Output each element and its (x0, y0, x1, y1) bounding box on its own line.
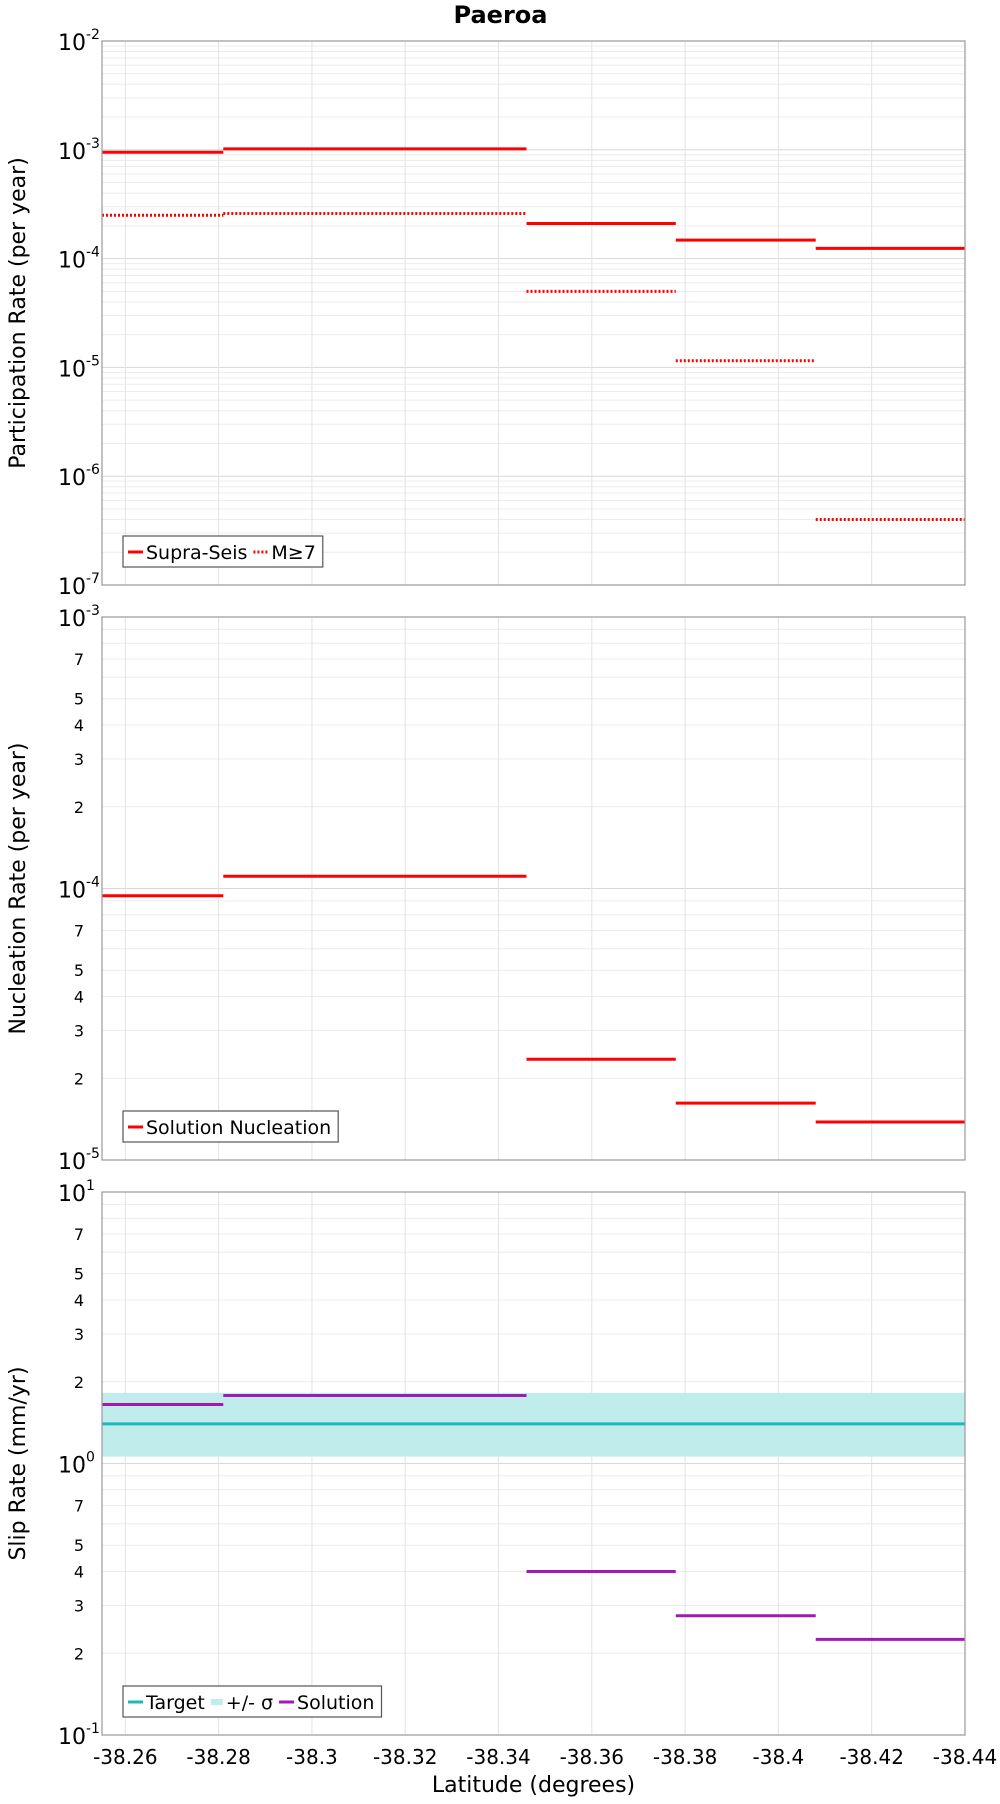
plot-area (102, 41, 965, 585)
y-minor-tick-label: 3 (74, 750, 84, 769)
legend-box (122, 535, 324, 568)
panel-participation: 10-2 10-3 10-4 10-5 10-6 10-7 Participation Ra… (6, 1, 966, 600)
legend-label: Target (145, 1692, 205, 1714)
y-minor-tick-label: 3 (74, 1596, 84, 1615)
y-minor-tick-label: 4 (74, 1563, 84, 1582)
y-minor-tick-label: 2 (74, 1069, 84, 1088)
legend-label: Supra-Seis (146, 542, 247, 564)
legend-label: Solution Nucleation (146, 1117, 331, 1139)
legend-label: Solution (297, 1692, 374, 1714)
x-tick-label: -38.3 (286, 1745, 338, 1769)
y-tick-label: 10-4 (58, 875, 100, 904)
x-tick-label: -38.4 (753, 1745, 805, 1769)
series-solution (102, 1394, 965, 1641)
y-tick-label: 10-3 (58, 136, 100, 165)
series-supra-seis (102, 147, 965, 250)
x-axis-label: Latitude (degrees) (432, 1773, 635, 1798)
y-tick-label: 10-1 (58, 1721, 100, 1750)
plot-frame (101, 616, 966, 1161)
x-tick-label: -38.26 (93, 1745, 157, 1769)
y-minor-tick-label: 5 (74, 1265, 84, 1284)
x-tick-label: -38.32 (373, 1745, 437, 1769)
x-tick-label: -38.42 (839, 1745, 903, 1769)
series-solution-nucleation (102, 874, 965, 1124)
y-minor-tick-label: 2 (74, 1644, 84, 1663)
y-minor-tick-label: 2 (74, 1373, 84, 1392)
y-minor-tick-label: 4 (74, 988, 84, 1007)
y-tick-label: 100 (58, 1450, 95, 1479)
panel-nucleation: 10-3 10-4 10-5 7 5 4 3 2 7 5 4 3 2 Nucleation Rate (p… (6, 603, 966, 1175)
legend-box (122, 1110, 339, 1143)
y-tick-label: 10-5 (58, 1146, 100, 1175)
y-minor-tick-label: 3 (74, 1325, 84, 1344)
y-minor-tick-label: 5 (74, 1536, 84, 1555)
y-minor-tick-label: 2 (74, 798, 84, 817)
plot-frame (101, 1191, 966, 1736)
x-tick-label: -38.38 (653, 1745, 717, 1769)
y-axis-label: Participation Rate (per year) (6, 157, 31, 469)
y-minor-tick-label: 7 (74, 922, 84, 941)
y-axis-label: Slip Rate (mm/yr) (6, 1366, 31, 1560)
legend-label: M≥7 (271, 542, 315, 564)
legend-label: +/- σ (226, 1692, 273, 1714)
y-minor-tick-label: 7 (74, 1497, 84, 1516)
y-minor-tick-label: 5 (74, 690, 84, 709)
y-minor-tick-label: 5 (74, 961, 84, 980)
y-minor-tick-label: 4 (74, 716, 84, 735)
y-tick-label: 10-4 (58, 245, 100, 274)
chart-title: Paeroa (454, 1, 548, 29)
y-tick-label: 10-3 (58, 603, 100, 632)
y-tick-label: 101 (58, 1178, 95, 1207)
legend: Target +/- σ Solution (122, 1685, 383, 1718)
y-axis-label: Nucleation Rate (per year) (6, 743, 31, 1035)
y-tick-label: 10-6 (58, 462, 100, 491)
panel-slip: 101 100 10-1 7 5 4 3 2 7 5 4 3 2 Slip Rate (mm/yr) Tar… (6, 1178, 997, 1798)
y-tick-label: 10-5 (58, 353, 100, 382)
grid (102, 1192, 966, 1736)
y-tick-label: 10-7 (58, 571, 100, 600)
y-minor-tick-label: 4 (74, 1291, 84, 1310)
legend: Solution Nucleation (122, 1110, 339, 1143)
x-tick-label: -38.34 (466, 1745, 530, 1769)
grid (102, 41, 966, 586)
x-tick-label: -38.44 (933, 1745, 997, 1769)
y-minor-tick-label: 7 (74, 1225, 84, 1244)
series-m-7 (102, 211, 965, 521)
legend-box (122, 1685, 383, 1718)
plot-frame (101, 40, 966, 586)
x-tick-label: -38.28 (186, 1745, 250, 1769)
legend-swatch (210, 1699, 223, 1705)
legend: Supra-Seis M≥7 (122, 535, 324, 568)
y-minor-tick-label: 7 (74, 650, 84, 669)
x-tick-label: -38.36 (560, 1745, 624, 1769)
y-minor-tick-label: 3 (74, 1021, 84, 1040)
y-tick-label: 10-2 (58, 27, 100, 56)
grid (102, 617, 966, 1161)
